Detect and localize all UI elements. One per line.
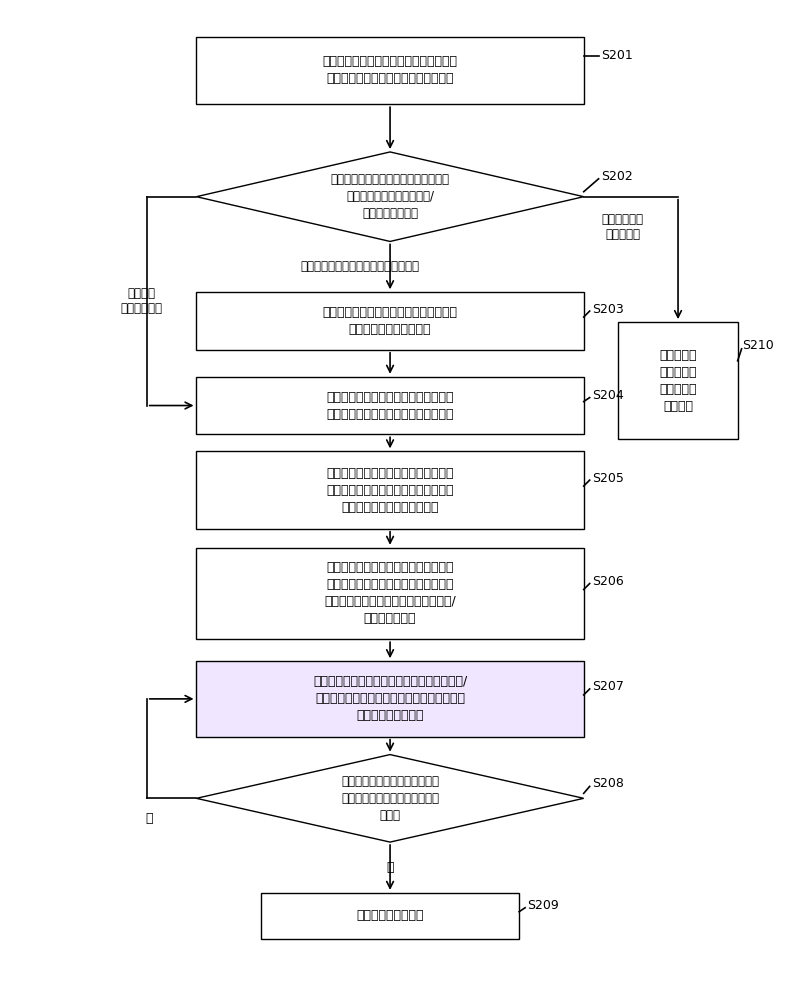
Text: 检测将要接收所述目标短信的收信人中
是否包含有原发送方号码和/
或其他收信人号码: 检测将要接收所述目标短信的收信人中 是否包含有原发送方号码和/ 或其他收信人号码 (331, 173, 450, 220)
Text: 当用户终端再次发送新短信时，提示用
户是否需要将再次发送的新短信发送给
保存在临时号码组中的原发送方号码和/
或其他临时号码: 当用户终端再次发送新短信时，提示用 户是否需要将再次发送的新短信发送给 保存在临… (324, 561, 456, 625)
Text: 否: 否 (145, 812, 152, 825)
FancyBboxPatch shape (196, 377, 583, 434)
Text: 当再次发送的新短信已发送给原发送方号码和/
或其他临时号码后，将已发送过新短信的号码
从临时号码组中删除: 当再次发送的新短信已发送给原发送方号码和/ 或其他临时号码后，将已发送过新短信的… (313, 675, 467, 722)
FancyBboxPatch shape (196, 548, 583, 639)
Text: S202: S202 (602, 170, 634, 183)
Text: S201: S201 (602, 49, 634, 62)
Text: 仅包含有
原发送方号码: 仅包含有 原发送方号码 (121, 287, 163, 315)
Text: S210: S210 (743, 339, 775, 352)
Text: 是: 是 (387, 861, 394, 874)
Text: 根据原发送方号码建立一个短信编辑窗
口，以供用户输入和发送新的短信内容: 根据原发送方号码建立一个短信编辑窗 口，以供用户输入和发送新的短信内容 (326, 391, 453, 421)
FancyBboxPatch shape (196, 451, 583, 529)
Text: 包含有原发送方号码和其他收信人号码: 包含有原发送方号码和其他收信人号码 (300, 260, 420, 273)
FancyBboxPatch shape (261, 893, 519, 939)
Text: 检测临时号码组中保存的原发送
方号码和其他临时号码是否被全
部删除: 检测临时号码组中保存的原发送 方号码和其他临时号码是否被全 部删除 (341, 775, 439, 822)
Polygon shape (196, 755, 583, 842)
FancyBboxPatch shape (196, 37, 583, 104)
Text: 删除所述原发送方号码，并将所述目标短
信转发到其他收信人号码: 删除所述原发送方号码，并将所述目标短 信转发到其他收信人号码 (323, 306, 457, 336)
Text: S208: S208 (591, 777, 623, 790)
Text: S209: S209 (527, 899, 559, 912)
Text: S206: S206 (591, 575, 623, 588)
Text: S207: S207 (591, 680, 623, 693)
Text: S205: S205 (591, 472, 623, 485)
FancyBboxPatch shape (618, 322, 737, 439)
Text: 仅包含有其他
收信人号码: 仅包含有其他 收信人号码 (602, 213, 643, 241)
Text: 删除所述临时号码组: 删除所述临时号码组 (356, 909, 424, 922)
FancyBboxPatch shape (196, 292, 583, 350)
Text: S204: S204 (591, 389, 623, 402)
Text: 直接将所述
目标短信转
发到其他收
信人号码: 直接将所述 目标短信转 发到其他收 信人号码 (659, 349, 697, 413)
Text: S203: S203 (591, 303, 623, 316)
FancyBboxPatch shape (196, 661, 583, 737)
Text: 若检测到用户放弃在短信编辑窗口中输
入新的短信内容，则将原发送方号码保
存在一个新建的临时号码组中: 若检测到用户放弃在短信编辑窗口中输 入新的短信内容，则将原发送方号码保 存在一个… (326, 467, 453, 514)
Polygon shape (196, 152, 583, 241)
Text: 当用户终端需要转发接收回来的目标短信
时，记录所述目标短信的原发送方号码: 当用户终端需要转发接收回来的目标短信 时，记录所述目标短信的原发送方号码 (323, 55, 457, 85)
